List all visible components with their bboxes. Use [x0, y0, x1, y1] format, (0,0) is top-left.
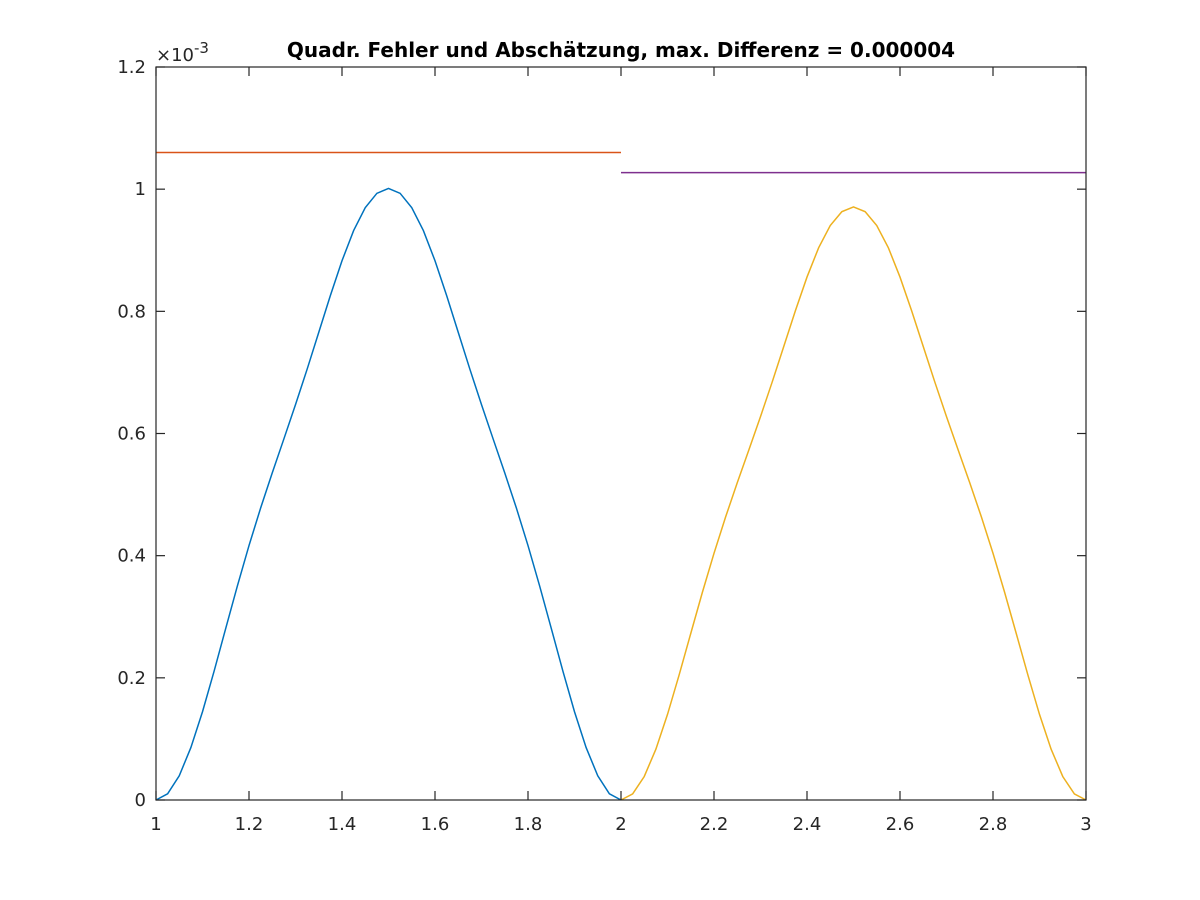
ticks-layer: 1 1.2 1.4 1.6 1.8 2 2.2 2.4 2.6 2.8 3 0 0.2 0.4 0.6 0.8…: [117, 57, 1091, 835]
series-1-line: [155, 187, 622, 801]
y-tick-label: 0.6: [117, 424, 146, 445]
x-tick-label: 2.6: [886, 814, 915, 835]
chart-title: Quadr. Fehler und Abschätzung, max. Diff…: [287, 38, 955, 62]
y-exponent-base: ×10: [156, 45, 194, 66]
y-tick-label: 0: [135, 790, 146, 811]
y-exponent-power: -3: [194, 39, 209, 57]
x-tick-label: 3: [1080, 814, 1091, 835]
x-tick-label: 2.4: [793, 814, 822, 835]
series-3-line: [620, 206, 1087, 801]
y-tick-label: 1: [135, 179, 146, 200]
y-tick-label: 0.4: [117, 546, 146, 567]
x-tick-label: 1.6: [421, 814, 450, 835]
plot-area-frame: [155, 66, 1087, 801]
x-tick-label: 1.2: [235, 814, 264, 835]
x-tick-label: 2.8: [979, 814, 1008, 835]
x-tick-label: 2: [615, 814, 626, 835]
y-tick-label: 0.8: [117, 301, 146, 322]
x-tick-label: 1.4: [328, 814, 357, 835]
x-tick-label: 2.2: [700, 814, 729, 835]
x-tick-label: 1.8: [514, 814, 543, 835]
y-tick-label: 1.2: [117, 57, 146, 78]
series-layer: [155, 151, 1087, 801]
y-exponent-label: ×10-3: [156, 39, 209, 66]
y-tick-label: 0.2: [117, 668, 146, 689]
x-tick-label: 1: [150, 814, 161, 835]
